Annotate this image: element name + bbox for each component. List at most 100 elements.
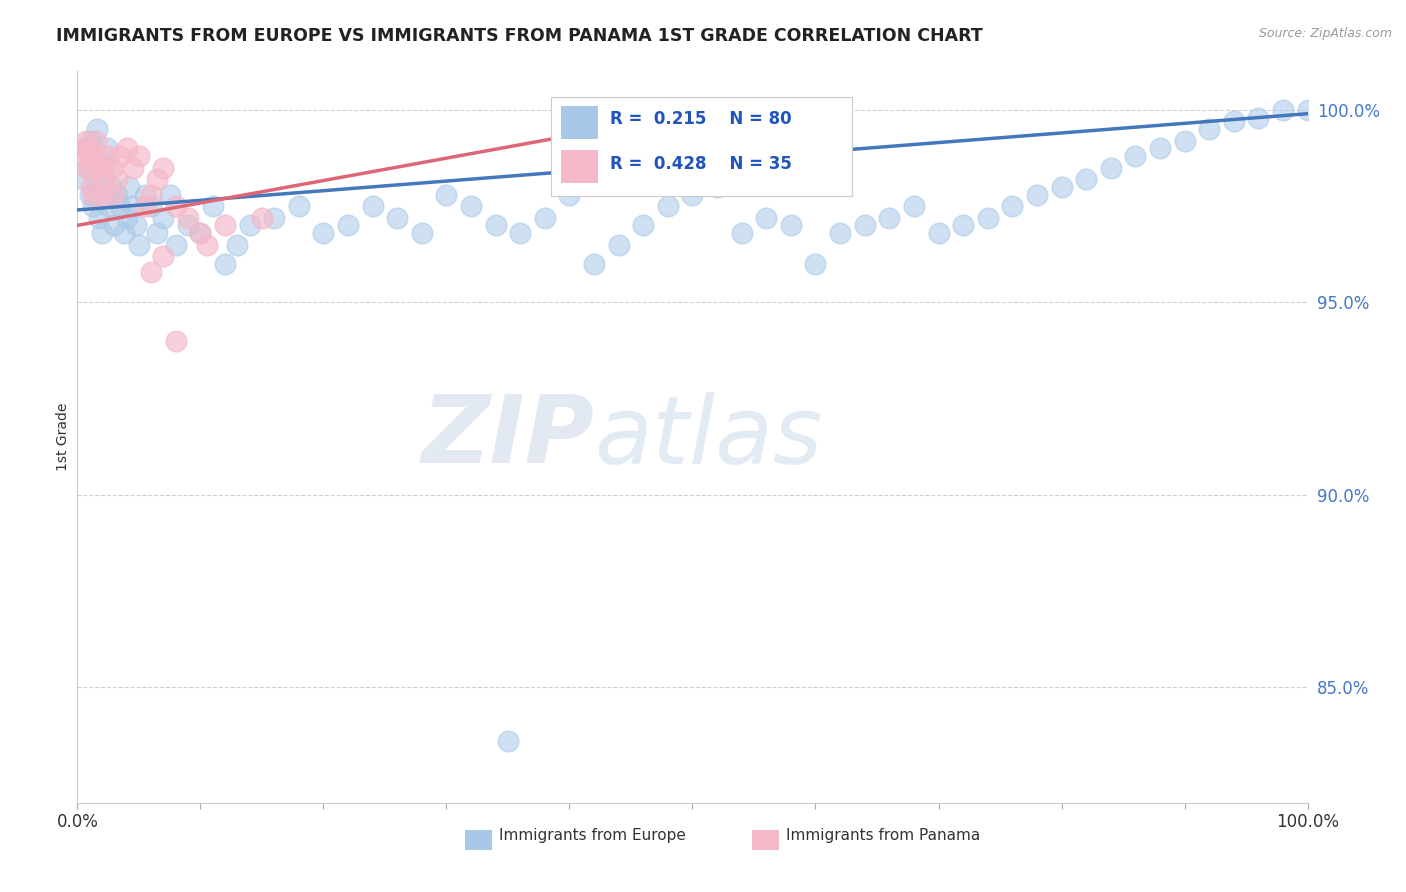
Point bbox=[70, 141, 93, 155]
Point bbox=[657, 199, 679, 213]
Point bbox=[239, 219, 262, 233]
Point bbox=[152, 211, 174, 225]
Point bbox=[115, 141, 138, 155]
Point bbox=[1223, 114, 1246, 128]
Point bbox=[76, 161, 98, 175]
Text: Immigrants from Europe: Immigrants from Europe bbox=[499, 829, 686, 844]
Point bbox=[134, 187, 156, 202]
Point bbox=[125, 219, 148, 233]
Point bbox=[706, 179, 728, 194]
Point bbox=[250, 211, 273, 225]
Point bbox=[879, 211, 901, 225]
Point bbox=[804, 257, 827, 271]
Point bbox=[82, 187, 104, 202]
Point bbox=[1149, 141, 1171, 155]
Point bbox=[1076, 172, 1098, 186]
Point bbox=[1296, 103, 1319, 117]
Point bbox=[312, 226, 335, 240]
Point bbox=[411, 226, 433, 240]
Point bbox=[103, 219, 125, 233]
Point bbox=[165, 237, 187, 252]
Point bbox=[134, 199, 156, 213]
Point bbox=[159, 187, 181, 202]
Y-axis label: 1st Grade: 1st Grade bbox=[56, 403, 70, 471]
Point bbox=[75, 134, 97, 148]
Point bbox=[731, 226, 754, 240]
Point bbox=[82, 149, 104, 163]
Text: Source: ZipAtlas.com: Source: ZipAtlas.com bbox=[1258, 27, 1392, 40]
Point bbox=[214, 257, 236, 271]
Text: IMMIGRANTS FROM EUROPE VS IMMIGRANTS FROM PANAMA 1ST GRADE CORRELATION CHART: IMMIGRANTS FROM EUROPE VS IMMIGRANTS FRO… bbox=[56, 27, 983, 45]
Point bbox=[165, 199, 187, 213]
Point bbox=[84, 134, 107, 148]
Point bbox=[72, 172, 94, 186]
Point bbox=[77, 141, 100, 155]
Point bbox=[583, 257, 606, 271]
Point bbox=[118, 179, 141, 194]
Point bbox=[385, 211, 409, 225]
Point bbox=[100, 179, 122, 194]
Point bbox=[903, 199, 925, 213]
Point bbox=[101, 161, 124, 175]
Point bbox=[89, 211, 111, 225]
Point bbox=[82, 161, 104, 175]
Point bbox=[112, 226, 135, 240]
Point bbox=[496, 734, 519, 748]
Text: Immigrants from Panama: Immigrants from Panama bbox=[786, 829, 980, 844]
Point bbox=[73, 149, 96, 163]
Point bbox=[928, 226, 950, 240]
Point bbox=[141, 264, 163, 278]
Bar bbox=[465, 830, 492, 850]
Point bbox=[96, 141, 118, 155]
Point bbox=[780, 219, 803, 233]
Point bbox=[1174, 134, 1197, 148]
Text: R =  0.428    N = 35: R = 0.428 N = 35 bbox=[610, 155, 792, 173]
Point bbox=[93, 172, 115, 186]
Point bbox=[977, 211, 1000, 225]
Point bbox=[1125, 149, 1147, 163]
Point bbox=[436, 187, 458, 202]
Point bbox=[534, 211, 557, 225]
Point bbox=[558, 187, 581, 202]
Text: R =  0.215    N = 80: R = 0.215 N = 80 bbox=[610, 110, 792, 128]
Point bbox=[90, 226, 114, 240]
Point bbox=[79, 187, 101, 202]
Point bbox=[1198, 122, 1220, 136]
Text: ZIP: ZIP bbox=[422, 391, 595, 483]
Bar bbox=[561, 106, 598, 139]
Point bbox=[152, 249, 174, 263]
Point bbox=[188, 226, 212, 240]
Point bbox=[1272, 103, 1295, 117]
Point bbox=[226, 237, 249, 252]
Point bbox=[77, 161, 100, 175]
Point bbox=[214, 219, 236, 233]
Point bbox=[93, 161, 115, 175]
Point bbox=[79, 149, 101, 163]
Point bbox=[952, 219, 974, 233]
Bar bbox=[561, 151, 598, 183]
Point bbox=[361, 199, 384, 213]
Point bbox=[75, 141, 97, 155]
Point bbox=[263, 211, 285, 225]
Point bbox=[288, 199, 311, 213]
Point bbox=[188, 226, 212, 240]
Point bbox=[110, 199, 132, 213]
Point bbox=[128, 149, 150, 163]
Point bbox=[89, 161, 111, 175]
Point bbox=[80, 134, 103, 148]
Point bbox=[509, 226, 531, 240]
Point bbox=[485, 219, 508, 233]
Point bbox=[97, 149, 120, 163]
Text: atlas: atlas bbox=[595, 392, 823, 483]
Point bbox=[105, 187, 128, 202]
Point bbox=[90, 187, 114, 202]
Point bbox=[201, 199, 224, 213]
Point bbox=[105, 172, 128, 186]
Point bbox=[141, 199, 163, 213]
Point bbox=[755, 211, 778, 225]
Point bbox=[607, 237, 630, 252]
Point bbox=[84, 179, 107, 194]
Point bbox=[177, 211, 200, 225]
Point bbox=[121, 199, 143, 213]
Point bbox=[1001, 199, 1024, 213]
